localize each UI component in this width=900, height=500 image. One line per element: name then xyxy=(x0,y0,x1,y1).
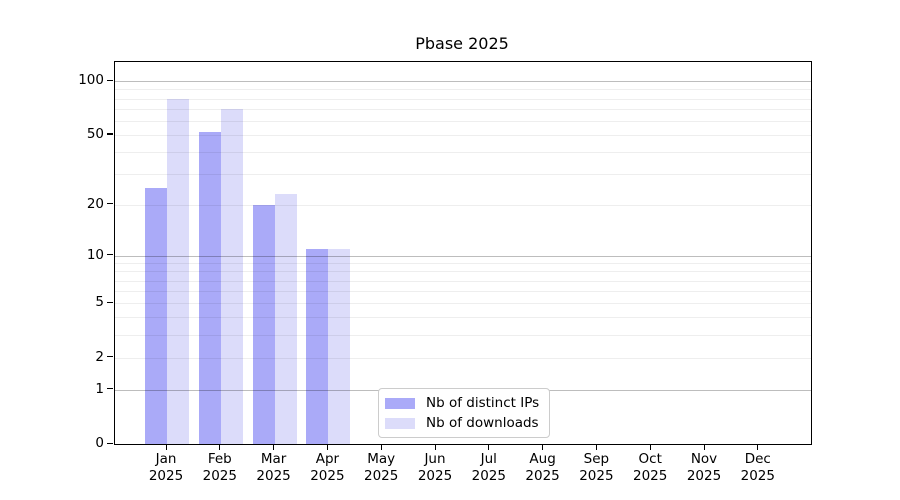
y-tick-1 xyxy=(107,388,113,390)
legend-item-downloads: Nb of downloads xyxy=(385,415,539,431)
y-tick-label-10: 10 xyxy=(86,246,104,263)
x-tick-label-nov: Nov 2025 xyxy=(686,451,722,484)
x-tick-label-jul: Jul 2025 xyxy=(471,451,506,484)
x-tick-aug xyxy=(542,444,544,450)
gridline-minor-4 xyxy=(115,317,811,319)
gridline-minor-40 xyxy=(115,152,811,154)
bar-downloads-apr xyxy=(328,248,351,444)
legend-swatch-distinct-ips xyxy=(385,397,415,409)
x-tick-jul xyxy=(488,444,490,450)
gridline-major-10 xyxy=(115,255,811,257)
gridline-minor-80 xyxy=(115,98,811,100)
y-tick-label-50: 50 xyxy=(86,125,104,142)
y-tick-50 xyxy=(107,133,113,135)
x-tick-feb xyxy=(219,444,221,450)
plot-area xyxy=(114,61,812,445)
legend-label-downloads: Nb of downloads xyxy=(426,415,539,431)
x-tick-label-apr: Apr 2025 xyxy=(310,451,345,484)
gridline-minor-30 xyxy=(115,174,811,176)
y-tick-20 xyxy=(107,203,113,205)
bar-distinct-ips-jan xyxy=(145,187,167,444)
y-tick-100 xyxy=(107,79,113,81)
bar-distinct-ips-feb xyxy=(198,131,221,444)
gridline-minor-6 xyxy=(115,291,811,293)
y-tick-label-20: 20 xyxy=(86,195,104,212)
x-tick-mar xyxy=(273,444,275,450)
x-tick-may xyxy=(380,444,382,450)
gridline-minor-70 xyxy=(115,108,811,110)
gridline-minor-60 xyxy=(115,120,811,122)
x-tick-dec xyxy=(757,444,759,450)
gridline-minor-8 xyxy=(115,271,811,273)
gridline-minor-3 xyxy=(115,335,811,337)
x-tick-apr xyxy=(326,444,329,450)
gridline-minor-50 xyxy=(115,134,811,136)
y-tick-label-5: 5 xyxy=(95,294,104,311)
y-tick-10 xyxy=(107,254,113,256)
legend-label-distinct-ips: Nb of distinct IPs xyxy=(426,395,540,411)
legend-item-distinct-ips: Nb of distinct IPs xyxy=(385,395,539,411)
bar-downloads-jan xyxy=(167,98,189,444)
gridline-minor-2 xyxy=(115,357,811,359)
chart-title: Pbase 2025 xyxy=(415,34,509,53)
x-tick-jun xyxy=(434,444,436,450)
bar-distinct-ips-apr xyxy=(306,248,329,444)
x-tick-oct xyxy=(649,444,651,450)
y-tick-5 xyxy=(107,301,113,303)
bar-downloads-feb xyxy=(220,108,243,444)
x-tick-label-feb: Feb 2025 xyxy=(202,451,237,484)
legend: Nb of distinct IPs Nb of downloads xyxy=(378,388,551,438)
x-tick-label-dec: Dec 2025 xyxy=(740,451,775,484)
x-tick-sep xyxy=(595,444,598,450)
y-tick-label-1: 1 xyxy=(95,380,104,397)
x-tick-label-mar: Mar 2025 xyxy=(256,451,291,484)
y-tick-2 xyxy=(107,356,113,358)
legend-swatch-downloads xyxy=(385,417,415,429)
y-tick-label-0: 0 xyxy=(95,435,104,451)
y-tick-label-100: 100 xyxy=(78,72,104,89)
gridline-minor-5 xyxy=(115,303,811,305)
x-tick-label-sep: Sep 2025 xyxy=(579,451,614,484)
x-tick-label-may: May 2025 xyxy=(364,451,399,484)
y-tick-0 xyxy=(107,442,113,444)
gridline-minor-20 xyxy=(115,204,811,206)
x-tick-nov xyxy=(703,444,705,450)
bar-downloads-mar xyxy=(274,194,297,444)
bar-distinct-ips-mar xyxy=(252,204,275,444)
gridline-major-100 xyxy=(115,81,811,83)
gridline-minor-90 xyxy=(115,89,811,91)
y-tick-label-2: 2 xyxy=(95,348,104,365)
x-tick-jan xyxy=(165,444,167,450)
x-tick-label-jan: Jan 2025 xyxy=(148,451,184,484)
x-tick-label-jun: Jun 2025 xyxy=(417,451,453,484)
gridline-minor-7 xyxy=(115,280,811,282)
gridline-minor-9 xyxy=(115,263,811,264)
x-tick-label-aug: Aug 2025 xyxy=(525,451,560,484)
x-tick-label-oct: Oct 2025 xyxy=(633,451,668,484)
